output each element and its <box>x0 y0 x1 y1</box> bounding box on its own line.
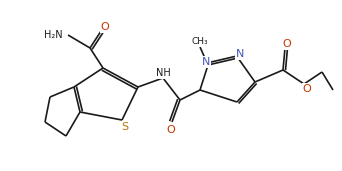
Text: N: N <box>236 49 244 59</box>
Text: O: O <box>282 39 291 49</box>
Text: H₂N: H₂N <box>44 30 63 40</box>
Text: O: O <box>167 125 175 135</box>
Text: O: O <box>303 84 311 94</box>
Text: NH: NH <box>156 68 170 78</box>
Text: N: N <box>202 57 210 67</box>
Text: S: S <box>121 122 129 132</box>
Text: CH₃: CH₃ <box>192 37 208 47</box>
Text: O: O <box>101 22 109 32</box>
